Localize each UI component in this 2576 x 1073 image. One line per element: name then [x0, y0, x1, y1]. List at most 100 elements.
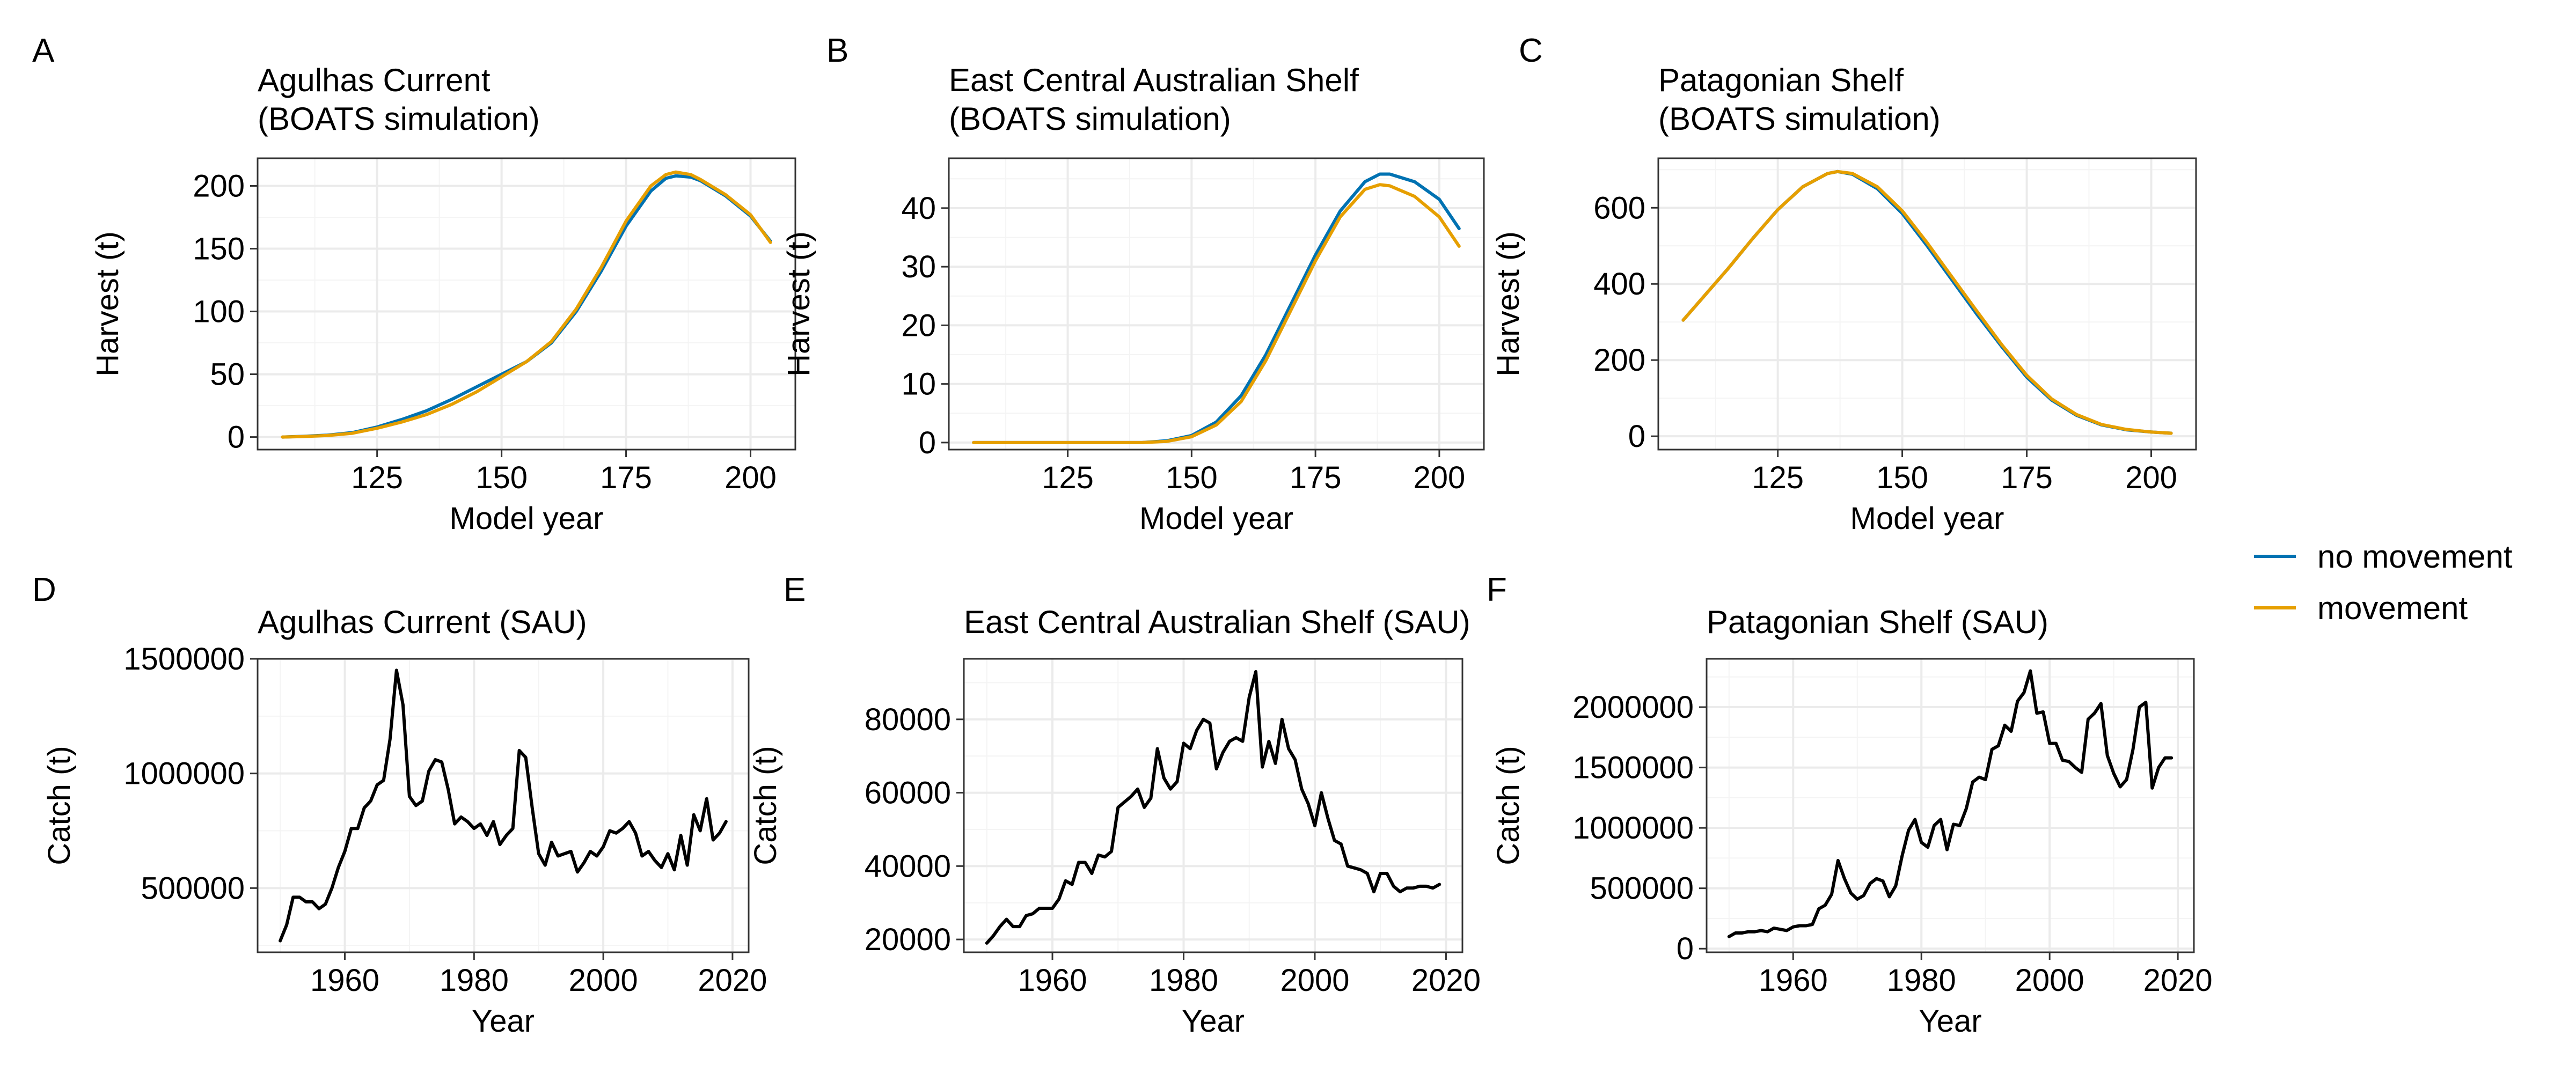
- grid: [964, 659, 1462, 952]
- series-line-catch: [985, 670, 1441, 945]
- plot-area: [257, 157, 796, 451]
- grid: [258, 658, 749, 952]
- y-tick-label: 0: [1628, 419, 1645, 454]
- x-tick-label: 2020: [698, 963, 767, 998]
- y-tick-label: 500000: [141, 871, 245, 906]
- y-tick-label: 10: [901, 367, 936, 402]
- x-tick-label: 200: [1414, 460, 1466, 495]
- x-axis-title: Year: [1919, 1004, 1981, 1039]
- panel-letter: F: [1487, 571, 1507, 608]
- y-axis-title: Harvest (t): [90, 231, 125, 377]
- series-line-movement: [1681, 170, 2173, 435]
- panel-e: E East Central Australian Shelf (SAU) 1960…: [748, 571, 1481, 1039]
- x-axis-title: Model year: [1850, 501, 2004, 536]
- legend: no movement movement: [2254, 539, 2513, 626]
- y-tick-label: 1000000: [1572, 811, 1694, 846]
- legend-label-no-movement: no movement: [2317, 539, 2513, 575]
- x-axis-title: Year: [1182, 1004, 1245, 1039]
- y-tick-label: 400: [1593, 267, 1645, 302]
- y-tick-label: 0: [1677, 931, 1694, 966]
- y-tick-label: 1500000: [123, 642, 245, 677]
- y-axis-title: Catch (t): [42, 746, 77, 865]
- x-tick-label: 125: [1752, 460, 1804, 495]
- x-tick-label: 175: [600, 460, 652, 495]
- chart-title: East Central Australian Shelf (SAU): [964, 604, 1470, 640]
- panel-a: A Agulhas Current(BOATS simulation) 125 150…: [32, 32, 796, 536]
- plot-area: [257, 658, 750, 953]
- series-line-movement: [281, 170, 772, 439]
- x-tick-label: 200: [724, 460, 777, 495]
- series-line-no-movement: [1681, 170, 2173, 435]
- y-tick-label: 30: [901, 249, 936, 284]
- plot-area: [1657, 157, 2197, 451]
- y-axis-title: Harvest (t): [1491, 231, 1526, 377]
- plot-area: [948, 157, 1485, 451]
- y-tick-label: 1500000: [1572, 751, 1694, 785]
- chart-subtitle: (BOATS simulation): [258, 101, 540, 137]
- x-axis-title: Model year: [1139, 501, 1293, 536]
- x-tick-label: 175: [1290, 460, 1342, 495]
- x-tick-label: 2020: [1411, 963, 1481, 998]
- panel-d: D Agulhas Current (SAU) 1960 1980 2000 2020 50…: [32, 571, 767, 1039]
- y-axis-title: Catch (t): [1491, 746, 1526, 865]
- series-line-no-movement: [281, 174, 772, 439]
- series-line-no-movement: [972, 172, 1461, 444]
- legend-label-movement: movement: [2317, 590, 2468, 626]
- x-tick-label: 2000: [1280, 963, 1349, 998]
- chart-title: Agulhas Current: [258, 62, 491, 98]
- y-tick-label: 200: [193, 168, 245, 203]
- y-tick-label: 2000000: [1572, 690, 1694, 725]
- x-tick-label: 1960: [1759, 963, 1828, 998]
- plot-area: [963, 658, 1463, 953]
- chart-title: Agulhas Current (SAU): [258, 604, 587, 640]
- x-tick-label: 2000: [569, 963, 638, 998]
- grid: [1658, 158, 2196, 450]
- chart-title: East Central Australian Shelf: [949, 62, 1359, 98]
- y-tick-label: 200: [1593, 343, 1645, 378]
- y-tick-label: 0: [228, 420, 245, 455]
- y-tick-label: 20000: [865, 922, 951, 957]
- x-tick-label: 125: [351, 460, 403, 495]
- y-tick-label: 0: [919, 425, 936, 460]
- x-tick-label: 125: [1042, 460, 1094, 495]
- y-tick-label: 1000000: [123, 756, 245, 791]
- panel-letter: B: [826, 32, 848, 69]
- chart-subtitle: (BOATS simulation): [949, 101, 1231, 137]
- panel-letter: A: [32, 32, 55, 69]
- series-line-movement: [972, 183, 1461, 444]
- panel-f: F Patagonian Shelf (SAU) 1960 1980 2000 2020 0…: [1487, 571, 2213, 1039]
- x-tick-label: 1960: [1018, 963, 1087, 998]
- y-tick-label: 500000: [1590, 871, 1694, 906]
- plot-area: [1706, 658, 2195, 953]
- y-tick-label: 60000: [865, 776, 951, 811]
- x-tick-label: 1960: [310, 963, 379, 998]
- grid: [1707, 659, 2194, 952]
- x-tick-label: 200: [2125, 460, 2177, 495]
- x-axis-title: Model year: [450, 501, 604, 536]
- x-tick-label: 150: [1876, 460, 1928, 495]
- x-tick-label: 1980: [1887, 963, 1956, 998]
- x-tick-label: 175: [2001, 460, 2053, 495]
- series-line-catch: [1727, 669, 2174, 938]
- y-axis-title: Catch (t): [748, 746, 783, 865]
- x-tick-label: 1980: [1149, 963, 1218, 998]
- y-axis-title: Harvest (t): [781, 231, 816, 377]
- grid: [258, 158, 795, 450]
- y-tick-label: 40000: [865, 849, 951, 884]
- x-tick-label: 1980: [440, 963, 509, 998]
- y-tick-label: 600: [1593, 190, 1645, 225]
- panel-b: B East Central Australian Shelf(BOATS sim…: [781, 32, 1485, 536]
- y-tick-label: 50: [210, 357, 245, 392]
- panel-letter: D: [32, 571, 56, 608]
- series-line-catch: [279, 668, 728, 943]
- x-tick-label: 150: [1166, 460, 1218, 495]
- x-tick-label: 2020: [2143, 963, 2213, 998]
- y-tick-label: 40: [901, 191, 936, 226]
- y-tick-label: 150: [193, 232, 245, 267]
- x-tick-label: 150: [475, 460, 528, 495]
- y-tick-label: 80000: [865, 702, 951, 737]
- panel-letter: E: [784, 571, 806, 608]
- panel-c: C Patagonian Shelf(BOATS simulation) 125 15…: [1491, 32, 2197, 536]
